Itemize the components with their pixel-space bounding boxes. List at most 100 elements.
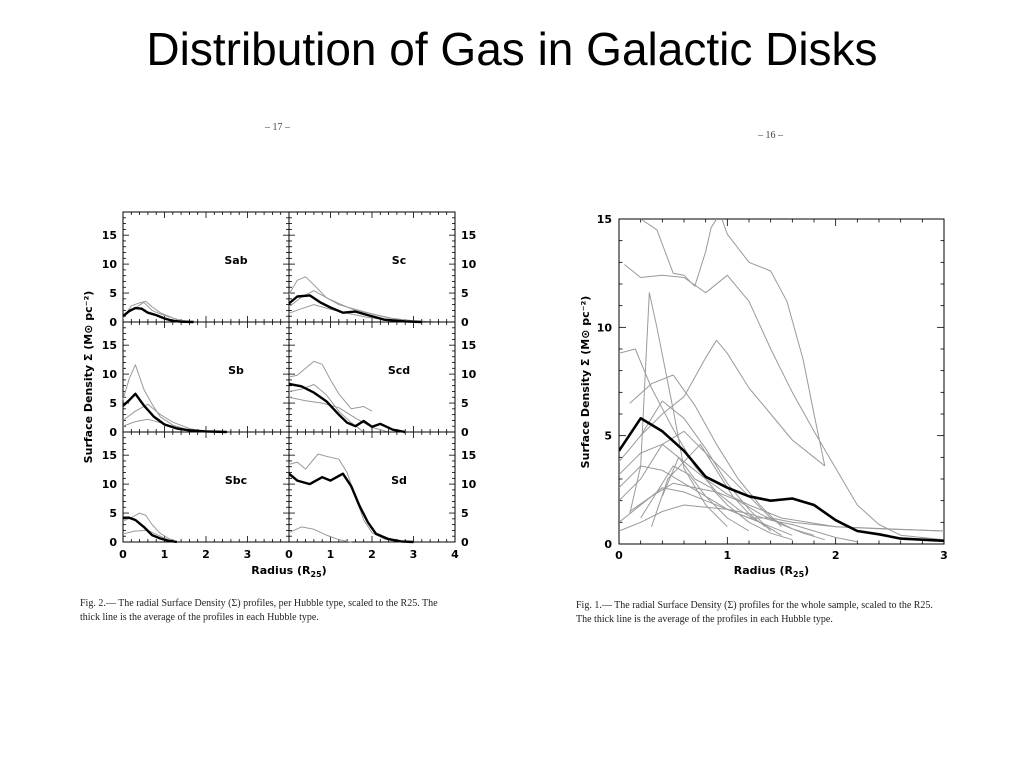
x-tick-label: 1 xyxy=(724,549,732,562)
y-tick-label: 5 xyxy=(109,287,117,300)
profile-line xyxy=(122,364,198,433)
fig1-caption-line1: Fig. 1.— The radial Surface Density (Σ) … xyxy=(576,600,933,611)
x-tick-label: 0 xyxy=(285,548,293,561)
profile-line xyxy=(619,443,944,532)
y-tick-label: 10 xyxy=(597,321,613,334)
x-axis-label: Radius (R25) xyxy=(734,564,809,579)
x-axis-label-main: Radius (R xyxy=(251,564,311,577)
panel-label: Scd xyxy=(388,364,410,377)
y-tick-label: 10 xyxy=(461,368,477,381)
profile-line xyxy=(288,360,373,412)
panel-label: Sd xyxy=(391,474,407,487)
y-tick-label: 0 xyxy=(461,426,469,439)
y-tick-label: 15 xyxy=(461,339,476,352)
y-tick-label: 15 xyxy=(461,449,476,462)
profile-line xyxy=(721,219,826,467)
y-tick-label: 5 xyxy=(604,430,612,443)
profile-line xyxy=(619,430,815,536)
x-axis-label-close: ) xyxy=(322,564,327,577)
x-axis-label-close: ) xyxy=(804,564,809,577)
y-tick-label: 15 xyxy=(597,213,612,226)
panel-frame xyxy=(618,218,945,545)
profile-line xyxy=(661,456,793,541)
right-page-number: – 16 – xyxy=(758,130,783,141)
x-tick-label: 3 xyxy=(244,548,252,561)
y-tick-label: 10 xyxy=(102,478,118,491)
panel-label: Sab xyxy=(224,254,247,267)
fig2-caption: Fig. 2.— The radial Surface Density (Σ) … xyxy=(80,597,438,625)
profile-line xyxy=(288,384,365,433)
average-line xyxy=(288,382,406,434)
fig1-chart: 0 5 10 15 0 1 2 3 Radius (R25) Surface Density Σ … xyxy=(579,213,948,579)
y-tick-label: 0 xyxy=(604,538,612,551)
profile-line xyxy=(640,400,772,532)
y-tick-label: 15 xyxy=(102,229,117,242)
fig2-chart: 051015Sab051015Sc051015Sb051015Scd051015… xyxy=(82,211,477,579)
profile-line xyxy=(288,526,352,543)
x-tick-label: 2 xyxy=(368,548,376,561)
y-tick-label: 0 xyxy=(109,316,117,329)
slide-title: Distribution of Gas in Galactic Disks xyxy=(146,23,878,75)
profile-line xyxy=(629,482,825,541)
y-tick-label: 0 xyxy=(461,316,469,329)
x-axis-label-sub: 25 xyxy=(311,570,323,579)
left-page-number: – 17 – xyxy=(265,122,290,133)
profile-line xyxy=(122,403,207,433)
y-tick-label: 10 xyxy=(461,258,477,271)
fig1-lines xyxy=(619,219,944,543)
panel-label: Sbc xyxy=(225,474,247,487)
x-axis-label: Radius (R25) xyxy=(251,564,326,579)
y-tick-label: 15 xyxy=(461,229,476,242)
y-tick-label: 15 xyxy=(102,449,117,462)
fig2-caption-line2: thick line is the average of the profile… xyxy=(80,612,319,623)
profile-line xyxy=(619,339,826,467)
y-axis-label: Surface Density Σ (M⊙ pc⁻²) xyxy=(579,296,592,469)
fig2-caption-line1: Fig. 2.— The radial Surface Density (Σ) … xyxy=(80,598,438,609)
panel-sd: 0 5 10 15 Sd xyxy=(288,431,477,549)
y-tick-label: 0 xyxy=(109,536,117,549)
profile-line xyxy=(288,453,402,543)
x-tick-label: 0 xyxy=(615,549,623,562)
x-tick-label: 1 xyxy=(327,548,335,561)
x-tick-label: 2 xyxy=(202,548,210,561)
profile-line xyxy=(122,512,178,543)
profile-line xyxy=(288,290,435,323)
x-tick-label: 4 xyxy=(451,548,459,561)
y-tick-label: 0 xyxy=(109,426,117,439)
average-line xyxy=(122,306,194,324)
average-line xyxy=(122,392,227,434)
y-tick-label: 10 xyxy=(102,368,118,381)
x-axis-label-main: Radius (R xyxy=(734,564,794,577)
average-line xyxy=(288,294,422,324)
y-tick-label: 10 xyxy=(102,258,118,271)
x-tick-label: 0 xyxy=(119,548,127,561)
y-tick-label: 10 xyxy=(461,478,477,491)
profile-line xyxy=(629,374,782,528)
y-tick-label: 5 xyxy=(461,397,469,410)
panel-sab: 0 5 10 15 Sab xyxy=(102,211,290,329)
profile-line xyxy=(619,504,858,543)
average-line xyxy=(619,416,944,543)
fig1-caption-line2: The thick line is the average of the pro… xyxy=(576,614,833,625)
fig1-caption: Fig. 1.— The radial Surface Density (Σ) … xyxy=(576,599,933,627)
panel-sbc: 0 5 10 15 Sbc xyxy=(102,431,290,549)
profile-line xyxy=(619,348,782,536)
y-tick-label: 5 xyxy=(109,397,117,410)
x-tick-label: 3 xyxy=(940,549,948,562)
panel-label: Sb xyxy=(228,364,244,377)
y-tick-label: 15 xyxy=(102,339,117,352)
profile-line xyxy=(640,219,717,287)
profile-line xyxy=(640,465,750,532)
profile-line xyxy=(624,264,944,541)
y-tick-label: 5 xyxy=(461,507,469,520)
y-tick-label: 5 xyxy=(109,507,117,520)
x-tick-label: 3 xyxy=(410,548,418,561)
x-tick-label: 1 xyxy=(161,548,169,561)
panel-label: Sc xyxy=(392,254,406,267)
y-axis-label: Surface Density Σ (M⊙ pc⁻²) xyxy=(82,291,95,464)
y-tick-label: 5 xyxy=(461,287,469,300)
x-tick-label: 2 xyxy=(832,549,840,562)
fig1-panel xyxy=(618,218,945,545)
average-line xyxy=(288,472,414,544)
y-tick-label: 0 xyxy=(461,536,469,549)
